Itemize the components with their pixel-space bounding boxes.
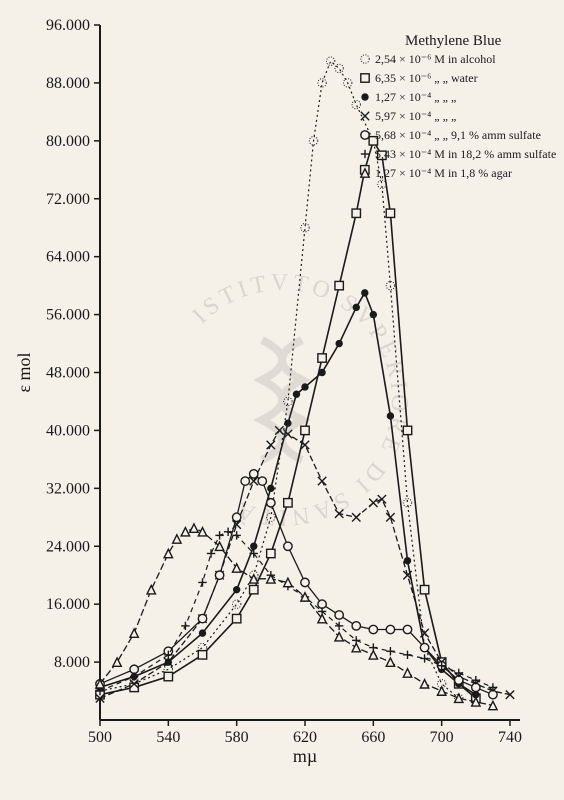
x-axis-label: mµ (293, 746, 317, 766)
ytick-label: 8.000 (54, 654, 90, 671)
xtick-label: 620 (293, 729, 317, 746)
xtick-label: 580 (225, 729, 249, 746)
ytick-label: 40.000 (46, 422, 90, 439)
ytick-label: 24.000 (46, 538, 90, 555)
xtick-label: 700 (430, 729, 454, 746)
ytick-label: 48.000 (46, 365, 90, 382)
page-root: 8.000 16.000 24.000 32.000 40.000 48.000 56.00… (0, 0, 564, 800)
legend-title: Methylene Blue (405, 33, 502, 49)
ytick-label: 56.000 (46, 307, 90, 324)
xtick-label: 500 (88, 729, 112, 746)
ytick-label: 80.000 (46, 133, 90, 150)
xtick-label: 740 (498, 729, 522, 746)
ytick-label: 64.000 (46, 249, 90, 266)
y-axis-label: ε mol (14, 352, 34, 392)
legend-entry: 1,27 × 10⁻⁴ „ „ „ (375, 90, 456, 104)
ytick-label: 16.000 (46, 596, 90, 613)
legend-entry: 5,43 × 10⁻⁴ M in 18,2 % amm sulfate (375, 147, 556, 161)
ytick-label: 96.000 (46, 17, 90, 34)
xtick-label: 540 (156, 729, 180, 746)
ytick-label: 88.000 (46, 75, 90, 92)
spectrum-chart: 8.000 16.000 24.000 32.000 40.000 48.000 56.00… (0, 0, 564, 800)
legend-entry: 2,54 × 10⁻⁶ M in alcohol (375, 52, 496, 66)
ytick-label: 32.000 (46, 480, 90, 497)
legend-entry: 6,35 × 10⁻⁶ „ „ water (375, 71, 478, 85)
xtick-label: 660 (361, 729, 385, 746)
legend-entry: 1,27 × 10⁻⁴ M in 1,8 % agar (375, 166, 512, 180)
ytick-label: 72.000 (46, 191, 90, 208)
legend-entry: 5,68 × 10⁻⁴ „ „ 9,1 % amm sulfate (375, 128, 541, 142)
legend-entry: 5,97 × 10⁻⁴ „ „ „ (375, 109, 456, 123)
